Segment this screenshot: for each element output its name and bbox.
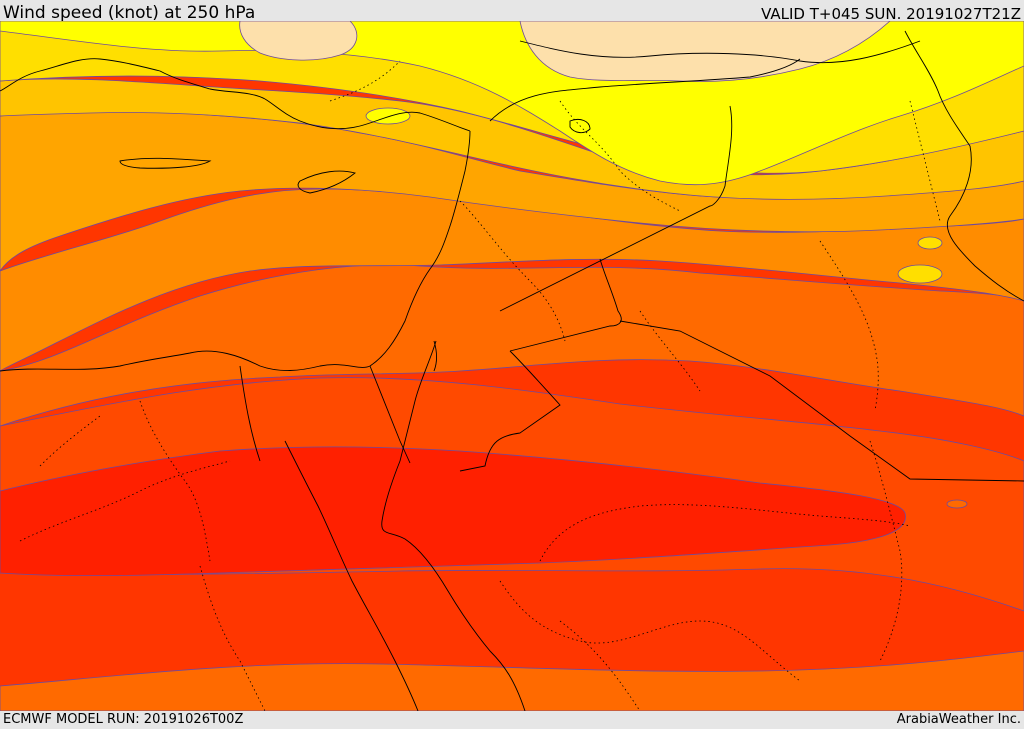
model-run: ECMWF MODEL RUN: 20191026T00Z [3, 712, 244, 727]
map-canvas [0, 21, 1024, 711]
map-header: Wind speed (knot) at 250 hPa VALID T+045… [0, 0, 1024, 23]
map-title: Wind speed (knot) at 250 hPa [3, 3, 256, 23]
credit: ArabiaWeather Inc. [896, 712, 1021, 727]
patch-yellow-small [365, 107, 411, 125]
band-amber [0, 78, 1024, 200]
borders [239, 58, 1024, 482]
band-jet-core [0, 446, 906, 577]
map-footer: ECMWF MODEL RUN: 20191026T00Z ArabiaWeat… [0, 711, 1024, 729]
admin-boundaries [19, 60, 941, 711]
patch-red-east [946, 499, 968, 509]
patch-palest-left [239, 21, 358, 61]
patch-gold-east [897, 264, 943, 284]
wind-speed-map [0, 21, 1024, 711]
patch-amber-east [917, 236, 943, 250]
band-bottom-orange [0, 650, 1024, 711]
coastlines [0, 30, 1024, 711]
valid-time: VALID T+045 SUN. 20191027T21Z [761, 5, 1021, 23]
